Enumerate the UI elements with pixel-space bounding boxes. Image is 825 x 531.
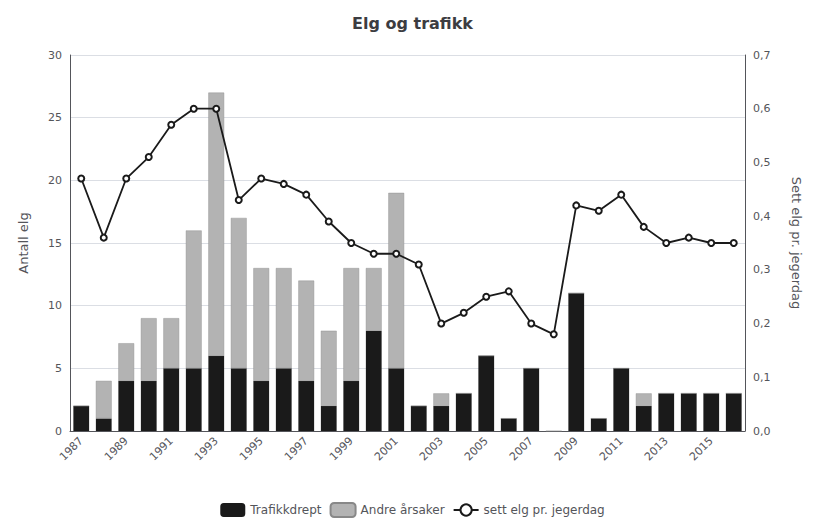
- svg-text:1997: 1997: [282, 434, 311, 463]
- svg-text:2011: 2011: [597, 434, 626, 463]
- svg-text:0,0: 0,0: [753, 425, 771, 438]
- svg-text:1987: 1987: [57, 434, 86, 463]
- svg-text:Sett elg pr. jegerdag: Sett elg pr. jegerdag: [789, 177, 804, 310]
- svg-text:2003: 2003: [417, 434, 446, 463]
- svg-text:5: 5: [55, 362, 62, 375]
- svg-text:1995: 1995: [237, 434, 266, 463]
- svg-text:0,3: 0,3: [753, 263, 771, 276]
- svg-text:1999: 1999: [327, 434, 356, 463]
- svg-text:0: 0: [55, 425, 62, 438]
- svg-text:30: 30: [48, 49, 62, 62]
- svg-text:2015: 2015: [687, 434, 716, 463]
- svg-text:1993: 1993: [192, 434, 221, 463]
- svg-text:20: 20: [48, 174, 62, 187]
- svg-text:Elg og trafikk: Elg og trafikk: [352, 14, 473, 33]
- svg-text:1989: 1989: [102, 434, 131, 463]
- svg-text:25: 25: [48, 111, 62, 124]
- svg-text:0,1: 0,1: [753, 371, 771, 384]
- svg-text:2001: 2001: [372, 434, 401, 463]
- svg-text:sett elg pr. jegerdag: sett elg pr. jegerdag: [484, 503, 605, 517]
- svg-text:0,6: 0,6: [753, 102, 771, 115]
- svg-text:2013: 2013: [642, 434, 671, 463]
- svg-text:Trafikkdrept: Trafikkdrept: [249, 503, 322, 517]
- svg-text:15: 15: [48, 237, 62, 250]
- svg-text:2007: 2007: [507, 434, 536, 463]
- svg-text:1991: 1991: [147, 434, 176, 463]
- svg-text:0,2: 0,2: [753, 317, 771, 330]
- svg-text:0,7: 0,7: [753, 49, 771, 62]
- svg-text:Antall elg: Antall elg: [16, 212, 31, 273]
- svg-text:0,4: 0,4: [753, 210, 771, 223]
- svg-text:Andre årsaker: Andre årsaker: [361, 503, 445, 517]
- svg-text:0,5: 0,5: [753, 156, 771, 169]
- svg-text:10: 10: [48, 299, 62, 312]
- svg-text:2009: 2009: [552, 434, 581, 463]
- svg-text:2005: 2005: [462, 434, 491, 463]
